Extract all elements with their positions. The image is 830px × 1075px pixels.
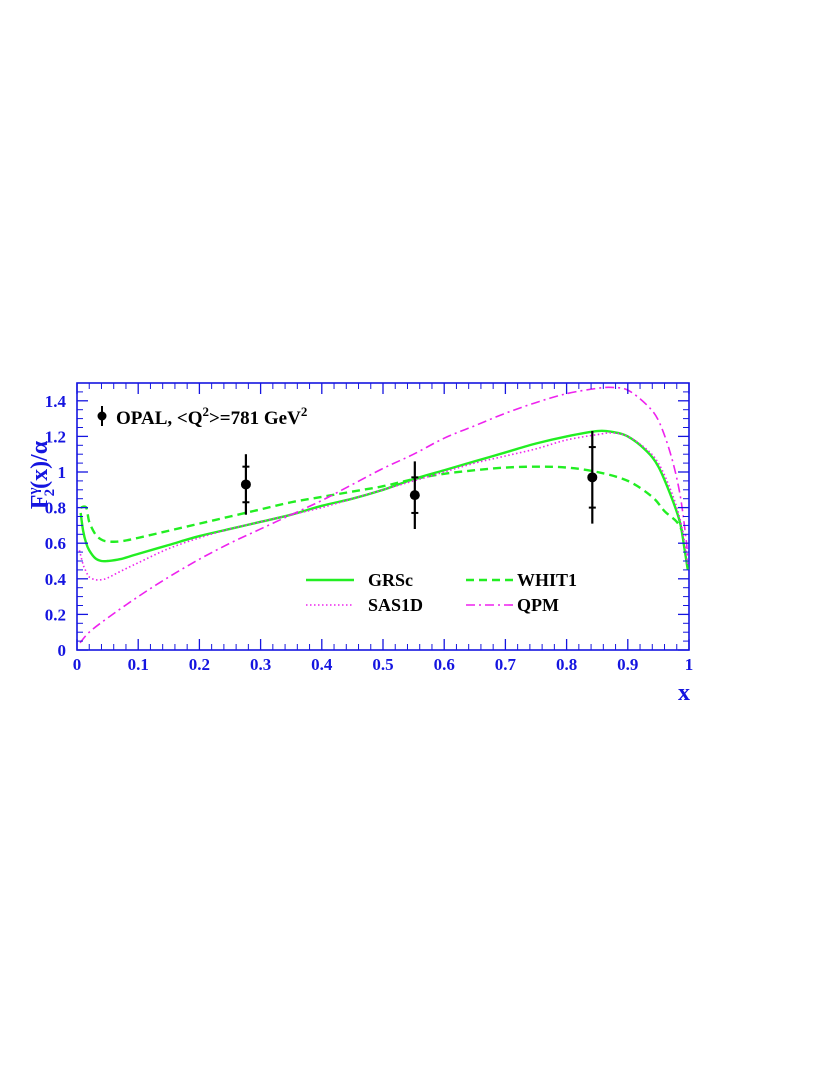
x-tick-label: 0.7: [495, 655, 517, 674]
y-axis-title: Fγ2(x)/α: [26, 440, 58, 509]
y-tick-label: 1: [58, 463, 67, 482]
x-tick-label: 0.5: [372, 655, 393, 674]
x-tick-label: 0.6: [434, 655, 455, 674]
y-tick-label: 0: [58, 641, 67, 660]
x-tick-label: 0.2: [189, 655, 210, 674]
x-tick-label: 1: [685, 655, 694, 674]
series-line-grsc: [79, 429, 689, 571]
curve-legend: GRSc WHIT1 SAS1D QPM: [306, 570, 577, 615]
data-legend: OPAL, <Q2>=781 GeV2: [97, 404, 307, 429]
x-tick-label: 0.8: [556, 655, 577, 674]
series-line-qpm: [79, 386, 689, 644]
data-legend-mid: >=781 GeV: [209, 408, 301, 429]
data-legend-prefix: OPAL, <Q: [116, 408, 202, 429]
data-point: [587, 472, 598, 483]
legend-label-qpm: QPM: [517, 595, 559, 615]
x-tick-label: 0.4: [311, 655, 333, 674]
y-axis-title-sup: γ: [26, 487, 42, 495]
legend-label-whit1: WHIT1: [517, 570, 577, 590]
y-axis-title-main: F: [27, 494, 53, 509]
data-legend-sup1: 2: [202, 404, 209, 419]
x-tick-label: 0.3: [250, 655, 271, 674]
legend-label-sas1d: SAS1D: [368, 595, 423, 615]
data-point: [240, 479, 251, 490]
y-tick-label: 0.4: [45, 570, 67, 589]
series-line-sas1d: [78, 431, 689, 581]
x-tick-label: 0: [73, 655, 82, 674]
y-tick-label: 0.2: [45, 605, 66, 624]
data-point: [409, 490, 420, 501]
y-axis-title-tail: (x)/α: [27, 440, 53, 489]
x-axis-title: x: [678, 680, 690, 706]
y-tick-label: 0.8: [45, 499, 66, 518]
legend-label-grsc: GRSc: [368, 570, 413, 590]
y-tick-label: 1.4: [45, 392, 67, 411]
x-tick-label: 0.9: [617, 655, 638, 674]
data-legend-sup2: 2: [301, 404, 308, 419]
y-tick-label: 1.2: [45, 427, 66, 446]
data-legend-marker: [97, 411, 107, 421]
series-line-whit1: [80, 465, 684, 543]
data-legend-label: OPAL, <Q2>=781 GeV2: [116, 404, 307, 429]
y-axis-title-sub: 2: [42, 489, 58, 497]
x-tick-label: 0.1: [128, 655, 149, 674]
y-tick-label: 0.6: [45, 534, 66, 553]
